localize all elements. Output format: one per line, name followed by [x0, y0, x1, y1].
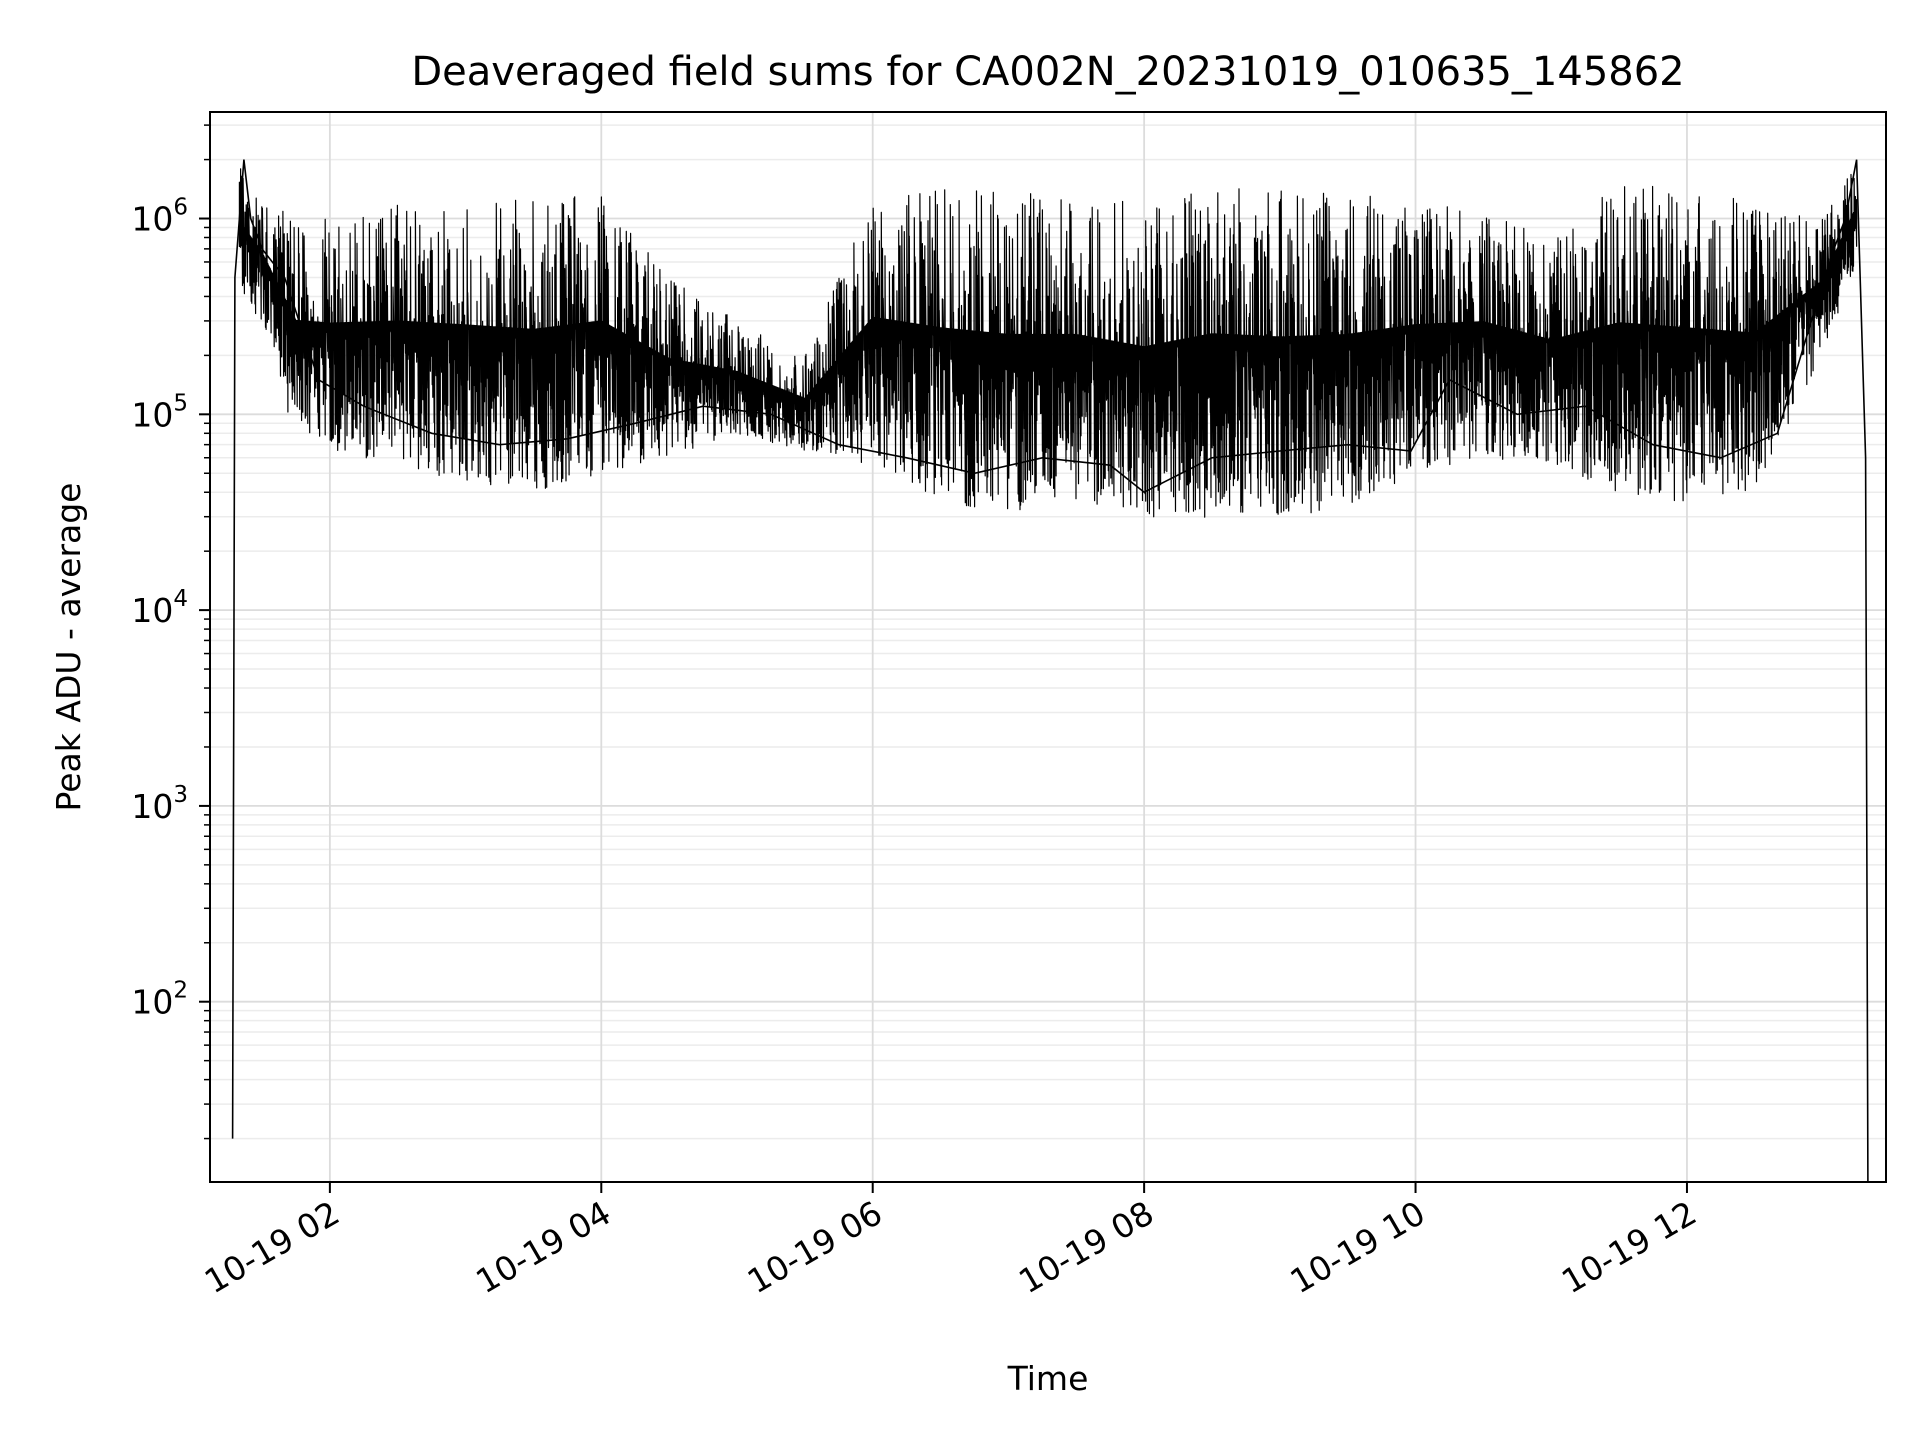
- data-layer: [231, 159, 1869, 1183]
- y-tick-label: 103: [131, 782, 188, 826]
- x-axis-label: Time: [1007, 1359, 1089, 1398]
- y-tick-label: 106: [131, 195, 188, 239]
- series-line: [231, 159, 1869, 1183]
- y-axis-label: Peak ADU - average: [49, 483, 88, 812]
- y-tick-label: 105: [131, 390, 188, 434]
- y-tick-label: 102: [131, 978, 188, 1022]
- series-band: [238, 168, 1858, 518]
- chart-title: Deaveraged field sums for CA002N_2023101…: [411, 49, 1684, 95]
- axes-frame: [209, 111, 1887, 1183]
- y-tick-label: 104: [131, 586, 188, 630]
